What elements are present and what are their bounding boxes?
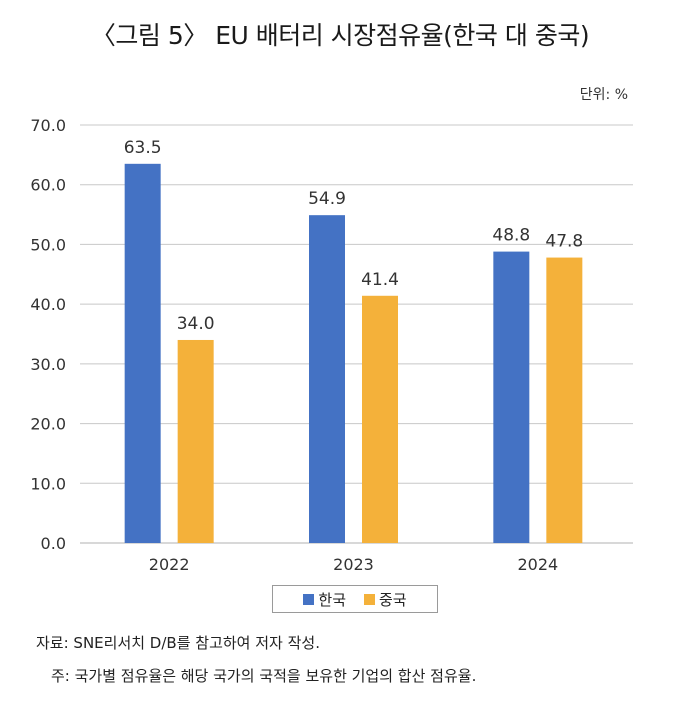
- footnote: 주: 국가별 점유율은 해당 국가의 국적을 보유한 기업의 합산 점유율.: [51, 667, 477, 685]
- x-tick-label: 2022: [149, 555, 190, 574]
- y-axis-ticks: 0.0 10.0 20.0 30.0 40.0 50.0 60.0 70.0: [30, 116, 66, 553]
- x-tick-label: 2023: [333, 555, 374, 574]
- data-label: 47.8: [545, 232, 583, 252]
- y-tick-label: 30.0: [30, 355, 66, 374]
- bar-2023-china: [362, 295, 398, 543]
- unit-label: 단위: %: [579, 87, 628, 103]
- y-tick-label: 50.0: [30, 235, 66, 254]
- x-axis-ticks: 2022 2023 2024: [149, 555, 558, 574]
- data-label: 48.8: [492, 226, 530, 246]
- legend-item-china: 중국: [364, 589, 407, 610]
- legend-swatch-korea: [303, 593, 315, 605]
- data-labels: 63.5 34.0 54.9 41.4 48.8 47.8: [124, 138, 584, 334]
- data-label: 54.9: [308, 189, 346, 209]
- bar-2023-korea: [309, 215, 345, 543]
- y-tick-label: 60.0: [30, 176, 66, 195]
- bar-chart: 0.0 10.0 20.0 30.0 40.0 50.0 60.0 70.0 63.5 34.0…: [30, 116, 633, 574]
- data-label: 34.0: [177, 314, 215, 334]
- chart-title: 〈그림 5〉 EU 배터리 시장점유율(한국 대 중국): [90, 21, 590, 50]
- data-label: 63.5: [124, 138, 162, 158]
- chart-legend: 한국 중국: [272, 585, 438, 613]
- bar-2022-korea: [124, 163, 161, 544]
- data-label: 41.4: [361, 270, 399, 290]
- y-tick-label: 0.0: [41, 534, 66, 553]
- legend-label-china: 중국: [379, 590, 407, 609]
- bar-2024-korea: [493, 251, 530, 543]
- bars: [124, 163, 583, 544]
- gridlines: [80, 124, 633, 544]
- x-tick-label: 2024: [517, 555, 558, 574]
- bar-2024-china: [546, 257, 583, 543]
- bar-2022-china: [177, 339, 214, 543]
- legend-label-korea: 한국: [318, 590, 346, 609]
- y-tick-label: 40.0: [30, 295, 66, 314]
- source-note: 자료: SNE리서치 D/B를 참고하여 저자 작성.: [36, 634, 320, 652]
- y-tick-label: 10.0: [30, 474, 66, 493]
- legend-swatch-china: [364, 593, 375, 605]
- y-tick-label: 70.0: [30, 116, 66, 135]
- y-tick-label: 20.0: [30, 415, 66, 434]
- legend-item-korea: 한국: [303, 589, 346, 610]
